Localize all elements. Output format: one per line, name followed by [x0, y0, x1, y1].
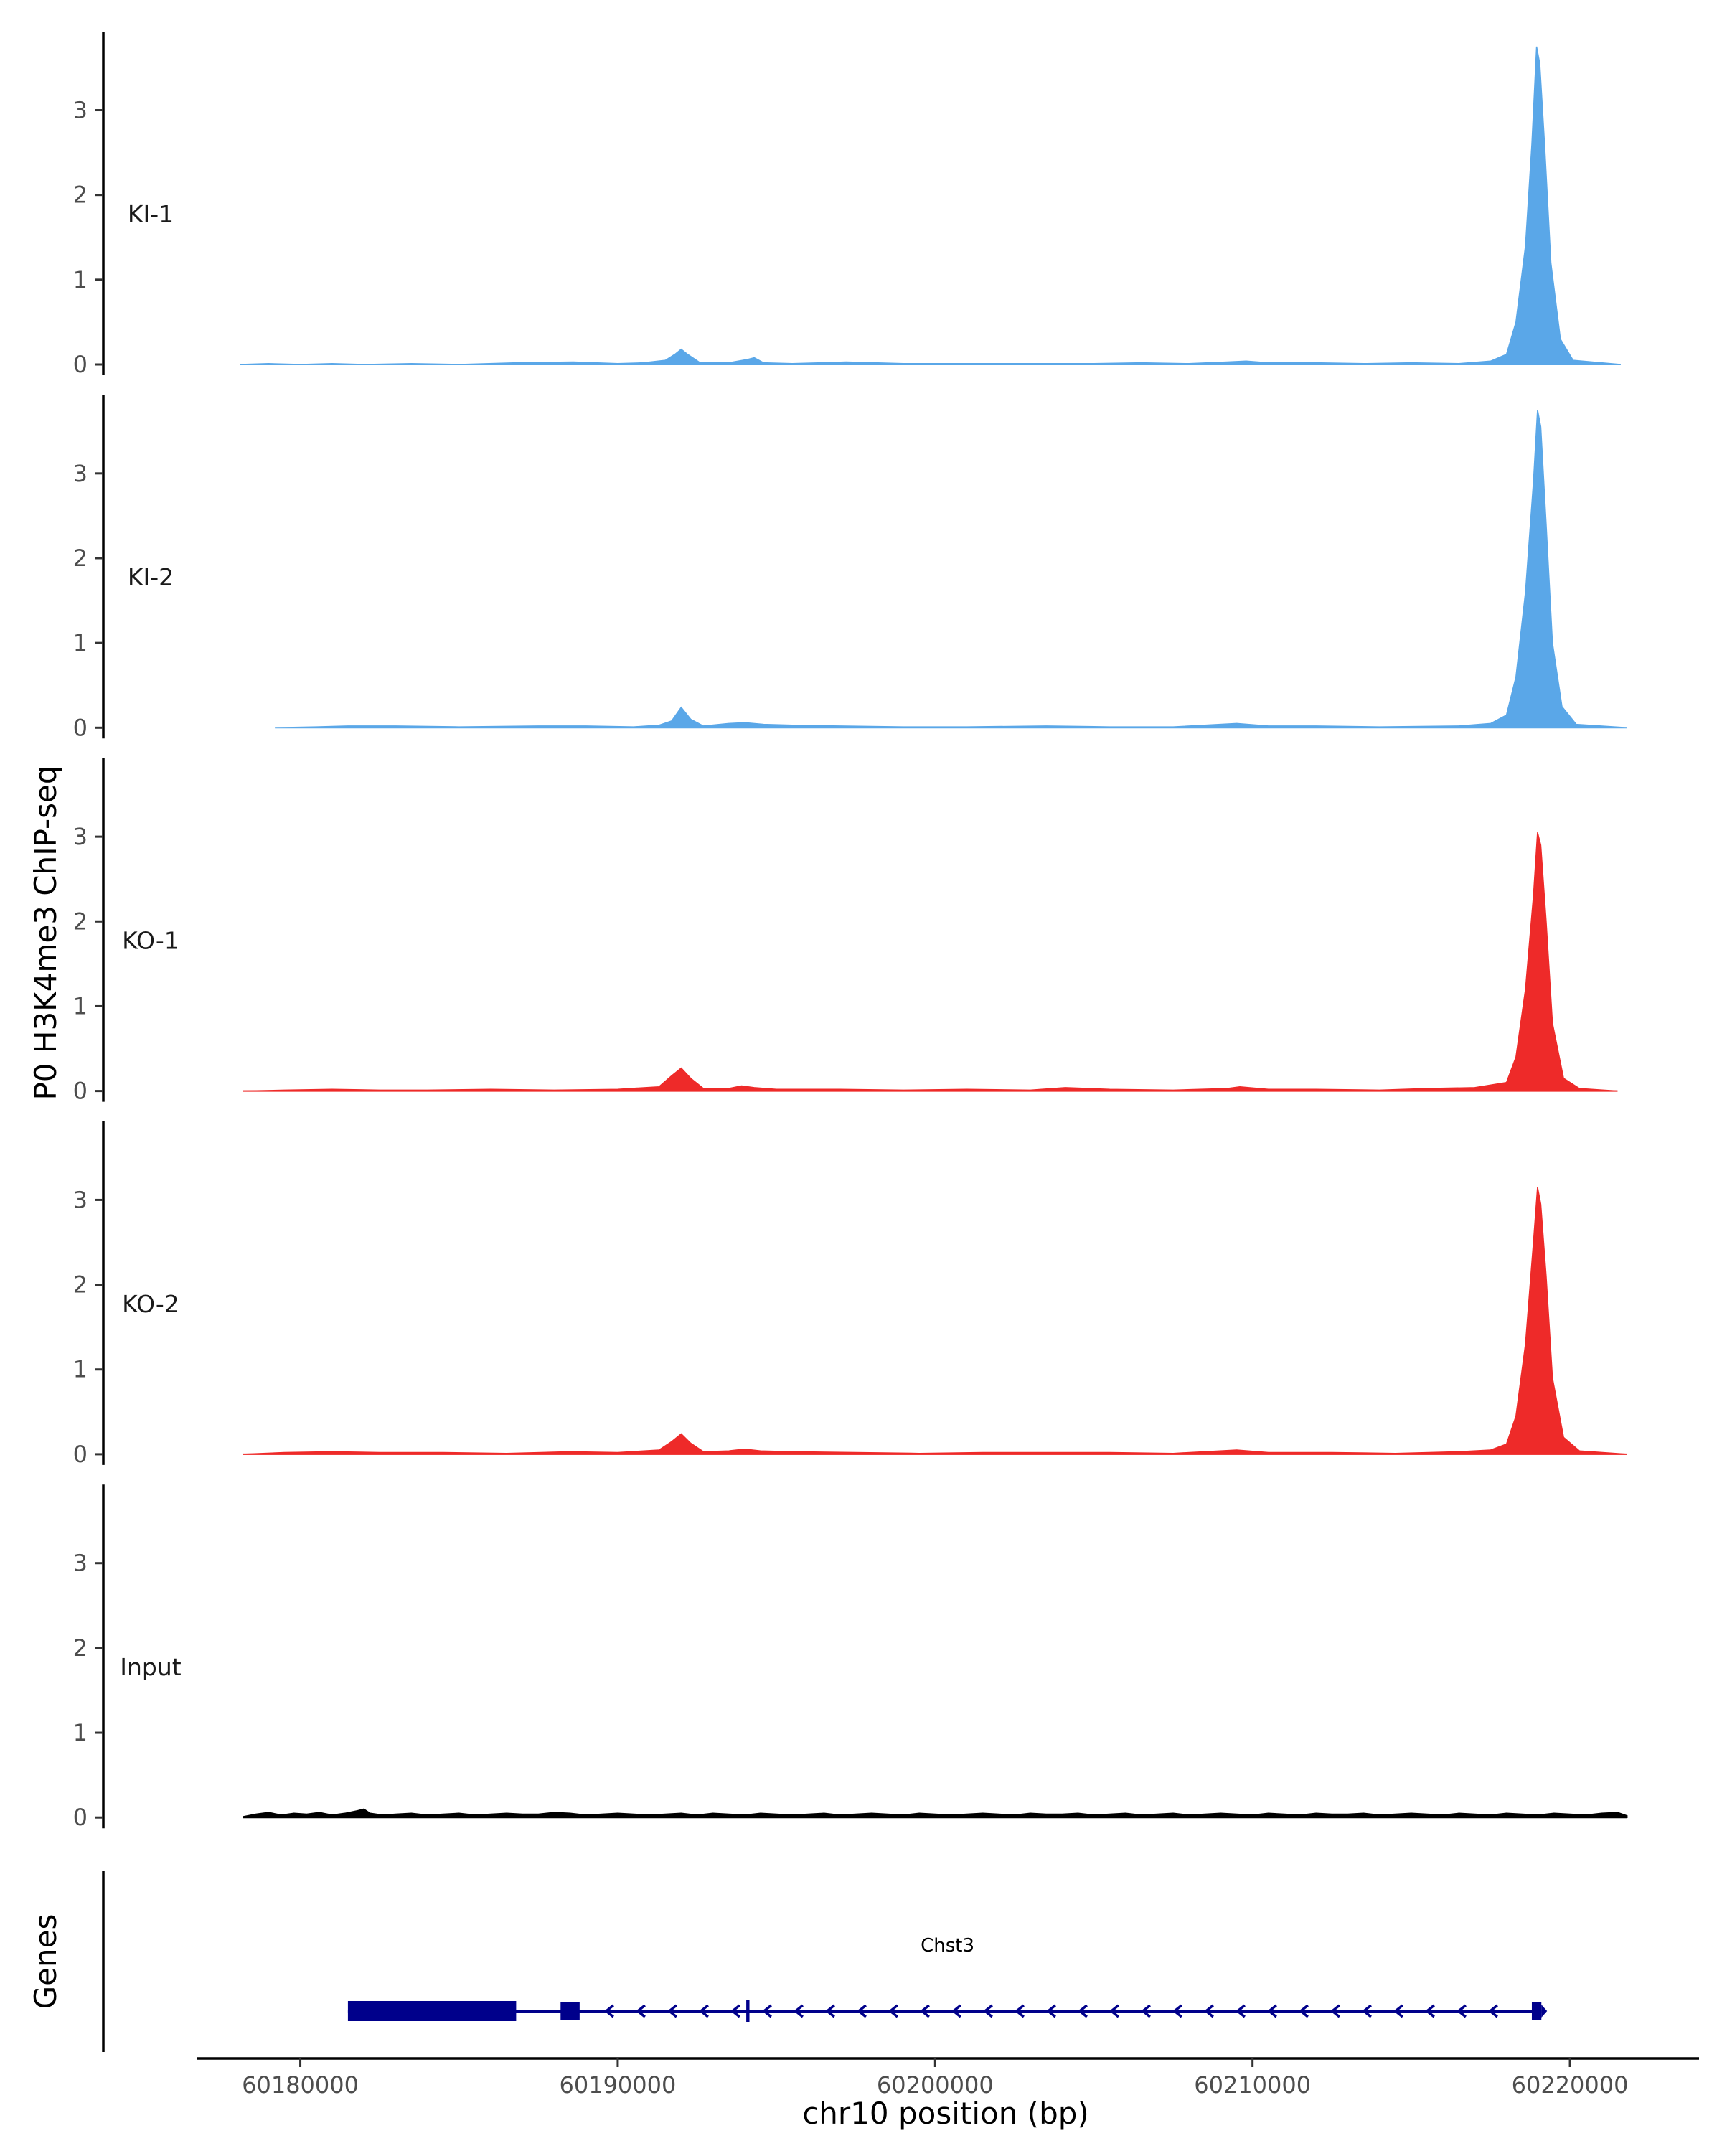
- strand-arrow: [1393, 2004, 1403, 2018]
- signal-area: [243, 1187, 1627, 1455]
- strand-arrow: [951, 2004, 961, 2018]
- y-axis-title: P0 H3K4me3 ChIP-seq: [28, 765, 63, 1100]
- y-tick-label: 0: [73, 1804, 88, 1831]
- genes-track: Genes Chst3: [28, 1871, 1548, 2052]
- y-tick-label: 2: [73, 545, 88, 572]
- y-tick-label: 3: [73, 1550, 88, 1577]
- y-tick-label: 2: [73, 908, 88, 935]
- y-tick-label: 1: [73, 992, 88, 1020]
- strand-arrow: [1236, 2004, 1246, 2018]
- x-tick-label: 60220000: [1512, 2071, 1629, 2099]
- y-tick-label: 3: [73, 460, 88, 487]
- strand-arrow: [1488, 2004, 1498, 2018]
- track-ko-1: 0 1 2 3 KO-1: [73, 758, 1618, 1105]
- strand-arrow: [1015, 2004, 1025, 2018]
- y-tick-label: 1: [73, 1356, 88, 1383]
- strand-arrow: [1046, 2004, 1056, 2018]
- genes-track-label: Genes: [28, 1914, 63, 2010]
- x-axis: 60180000 60190000 60200000 60210000 60220000: [197, 2057, 1699, 2099]
- strand-arrow: [1078, 2004, 1088, 2018]
- signal-area: [243, 1808, 1628, 1818]
- strand-arrow: [1204, 2004, 1214, 2018]
- y-tick-label: 1: [73, 629, 88, 656]
- y-tick-label: 1: [73, 266, 88, 293]
- strand-arrow: [794, 2004, 804, 2018]
- y-tick-label: 3: [73, 97, 88, 124]
- strand-arrow: [667, 2004, 677, 2018]
- strand-arrow: [1141, 2004, 1151, 2018]
- track-ki-2: 0 1 2 3 KI-2: [73, 395, 1627, 741]
- y-tick-label: 1: [73, 1719, 88, 1746]
- strand-arrow: [604, 2004, 614, 2018]
- strand-arrow: [1172, 2004, 1182, 2018]
- y-tick-label: 2: [73, 182, 88, 209]
- track-label: KO-1: [122, 926, 179, 954]
- gene-exon: [560, 2002, 580, 2020]
- signal-area: [275, 410, 1627, 729]
- gene-name-label: Chst3: [921, 1935, 974, 1957]
- gene-end-marker: [1541, 2005, 1548, 2018]
- signal-area: [243, 832, 1618, 1092]
- track-label: Input: [120, 1653, 182, 1681]
- strand-arrow: [1330, 2004, 1340, 2018]
- y-tick-label: 0: [73, 1078, 88, 1105]
- strand-arrow: [730, 2004, 740, 2018]
- y-tick-label: 3: [73, 823, 88, 850]
- track-label: KO-2: [122, 1290, 179, 1318]
- y-tick-label: 2: [73, 1271, 88, 1299]
- strand-arrow: [1362, 2004, 1372, 2018]
- strand-arrow: [888, 2004, 898, 2018]
- gene-exon: [347, 2001, 517, 2021]
- strand-arrow: [699, 2004, 709, 2018]
- strand-arrow: [762, 2004, 772, 2018]
- x-tick-label: 60180000: [242, 2071, 359, 2099]
- y-tick-label: 0: [73, 714, 88, 741]
- strand-arrow: [1299, 2004, 1309, 2018]
- strand-arrow: [920, 2004, 930, 2018]
- strand-arrow: [983, 2004, 993, 2018]
- tracks-group: 0 1 2 3 KI-1 0 1 2 3 KI-2 0 1 2 3 KO-1 0 1 2 3 KO-2 0 1 2 3 Inpu…: [73, 32, 1628, 1831]
- strand-arrow: [636, 2004, 646, 2018]
- strand-arrow: [825, 2004, 835, 2018]
- gene-exon: [1531, 2002, 1542, 2020]
- y-tick-label: 0: [73, 1441, 88, 1468]
- track-input: 0 1 2 3 Input: [73, 1484, 1628, 1831]
- x-tick-label: 60190000: [559, 2071, 676, 2099]
- strand-arrow: [1457, 2004, 1467, 2018]
- strand-arrow: [1267, 2004, 1277, 2018]
- strand-arrow: [857, 2004, 867, 2018]
- y-tick-label: 3: [73, 1186, 88, 1213]
- strand-arrow: [1109, 2004, 1119, 2018]
- track-ko-2: 0 1 2 3 KO-2: [73, 1121, 1627, 1468]
- strand-arrow: [1425, 2004, 1435, 2018]
- y-tick-label: 0: [73, 351, 88, 378]
- x-tick-label: 60200000: [877, 2071, 994, 2099]
- track-label: KI-2: [128, 563, 174, 591]
- track-ki-1: 0 1 2 3 KI-1: [73, 32, 1621, 378]
- track-label: KI-1: [128, 200, 174, 228]
- x-tick-label: 60210000: [1194, 2071, 1311, 2099]
- signal-area: [240, 46, 1621, 365]
- gene-exon: [746, 2000, 750, 2022]
- x-axis-title: chr10 position (bp): [802, 2096, 1089, 2131]
- y-tick-label: 2: [73, 1634, 88, 1662]
